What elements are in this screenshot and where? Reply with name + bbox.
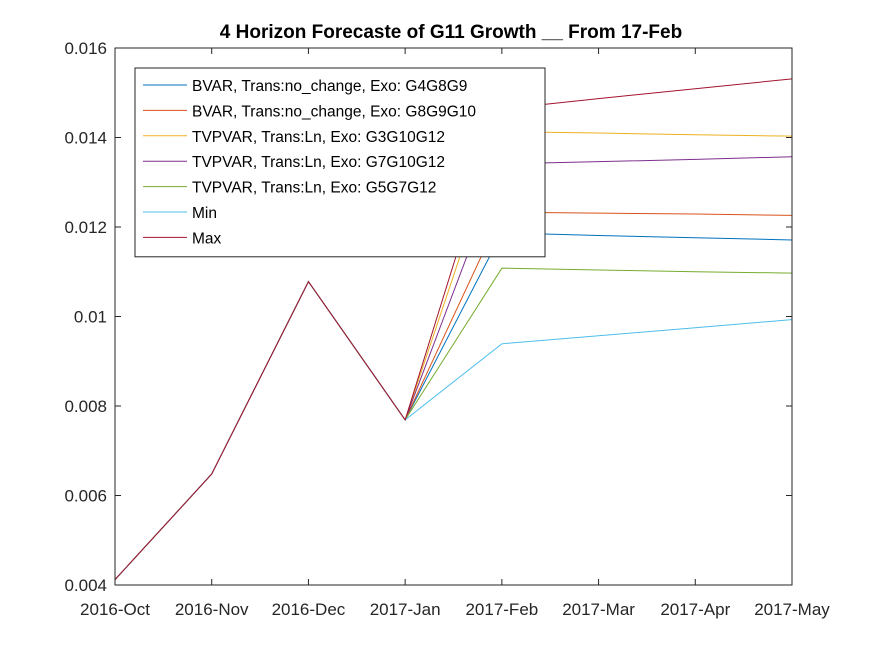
axes-layer: 2016-Oct 2016-Nov 2016-Dec 2017-Jan 2017-Feb… xyxy=(64,39,830,619)
legend-label-1: BVAR, Trans:no_change, Exo: G4G8G9 xyxy=(192,78,467,95)
legend-box xyxy=(134,67,546,258)
x-tick-label: 2017-Feb xyxy=(465,600,538,619)
legend-label-3: TVPVAR, Trans:Ln, Exo: G3G10G12 xyxy=(192,129,445,146)
x-tick-label: 2017-Apr xyxy=(660,600,730,619)
chart-title: 4 Horizon Forecaste of G11 Growth __ Fro… xyxy=(220,22,682,43)
y-tick-label: 0.008 xyxy=(64,397,107,416)
legend: BVAR, Trans:no_change, Exo: G4G8G9 BVAR, … xyxy=(134,67,546,258)
x-tick-label: 2017-Mar xyxy=(562,600,635,619)
series-layer xyxy=(114,78,793,580)
y-tick-label: 0.016 xyxy=(64,39,107,58)
legend-label-4: TVPVAR, Trans:Ln, Exo: G7G10G12 xyxy=(192,154,445,171)
legend-label-5: TVPVAR, Trans:Ln, Exo: G5G7G12 xyxy=(192,180,436,197)
y-tick-label: 0.004 xyxy=(64,576,107,595)
x-tick-label: 2017-May xyxy=(754,600,830,619)
y-tick-label: 0.006 xyxy=(64,487,107,506)
y-tick-label: 0.012 xyxy=(64,218,107,237)
y-tick-label: 0.014 xyxy=(64,129,107,148)
legend-label-7: Max xyxy=(192,230,222,247)
series-line-7 xyxy=(114,78,793,580)
legend-label-2: BVAR, Trans:no_change, Exo: G8G9G10 xyxy=(192,103,476,120)
x-tick-label: 2016-Oct xyxy=(80,600,150,619)
x-tick-label: 2017-Jan xyxy=(370,600,441,619)
x-tick-label: 2016-Dec xyxy=(272,600,346,619)
legend-label-6: Min xyxy=(192,205,217,222)
x-tick-label: 2016-Nov xyxy=(175,600,249,619)
y-tick-label: 0.01 xyxy=(74,308,107,327)
